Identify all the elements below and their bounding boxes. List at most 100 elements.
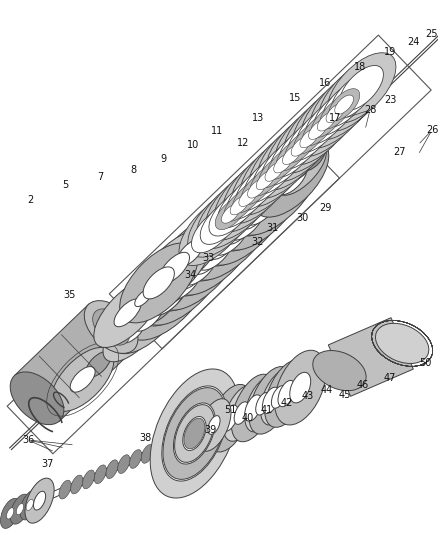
Ellipse shape [256,171,275,190]
Ellipse shape [134,289,151,306]
Ellipse shape [106,460,118,479]
Ellipse shape [33,491,46,510]
Ellipse shape [162,387,225,479]
Text: 18: 18 [353,62,365,72]
Text: 28: 28 [363,105,375,115]
Text: 29: 29 [318,203,330,213]
Ellipse shape [304,99,348,144]
Ellipse shape [208,416,219,434]
Ellipse shape [7,508,14,519]
Ellipse shape [187,208,258,281]
Text: 30: 30 [295,213,307,223]
Ellipse shape [16,504,24,515]
Ellipse shape [239,199,268,229]
Ellipse shape [159,252,189,284]
Ellipse shape [252,149,296,194]
Ellipse shape [207,384,251,452]
Ellipse shape [88,354,108,375]
Ellipse shape [284,131,315,163]
Ellipse shape [261,141,304,185]
Text: 25: 25 [425,29,437,39]
Text: 16: 16 [318,78,330,88]
Ellipse shape [182,416,205,450]
Ellipse shape [260,369,296,425]
Ellipse shape [231,145,299,215]
Ellipse shape [161,274,191,304]
Text: 10: 10 [187,140,199,150]
Ellipse shape [129,450,141,469]
Ellipse shape [217,183,261,228]
Ellipse shape [318,61,386,132]
Ellipse shape [181,248,217,285]
Ellipse shape [321,82,365,127]
Text: 33: 33 [201,253,214,263]
Ellipse shape [309,69,378,140]
Ellipse shape [157,223,241,310]
Ellipse shape [121,319,145,343]
Ellipse shape [267,147,298,179]
Ellipse shape [258,156,290,188]
Ellipse shape [26,499,33,511]
Ellipse shape [317,112,336,131]
Ellipse shape [311,106,342,138]
Ellipse shape [300,146,325,171]
Ellipse shape [141,445,153,463]
Ellipse shape [150,369,238,498]
Ellipse shape [293,122,324,154]
Text: 11: 11 [210,126,223,136]
Text: 9: 9 [159,154,166,164]
Ellipse shape [218,177,290,251]
Ellipse shape [230,196,248,215]
Polygon shape [94,341,122,369]
Ellipse shape [240,136,308,207]
Ellipse shape [287,116,330,160]
Text: 2: 2 [27,195,33,205]
Ellipse shape [92,309,129,345]
Ellipse shape [150,279,186,315]
Ellipse shape [276,139,307,171]
Ellipse shape [85,352,110,377]
Text: 23: 23 [383,95,395,105]
Ellipse shape [103,300,163,362]
Text: 8: 8 [130,165,136,175]
Ellipse shape [243,158,287,203]
Ellipse shape [142,285,179,324]
Ellipse shape [265,111,334,182]
Polygon shape [328,318,412,397]
Ellipse shape [299,128,318,148]
Ellipse shape [196,179,265,249]
Ellipse shape [231,374,275,442]
Text: 19: 19 [383,47,395,57]
Ellipse shape [274,350,325,425]
Ellipse shape [141,239,226,325]
Ellipse shape [223,214,253,244]
Ellipse shape [0,498,20,528]
Ellipse shape [339,66,382,110]
Ellipse shape [208,229,237,260]
Ellipse shape [374,324,428,364]
Polygon shape [153,287,178,312]
Text: 46: 46 [356,380,368,390]
Ellipse shape [269,133,313,177]
Ellipse shape [204,179,288,265]
Ellipse shape [215,198,246,230]
Ellipse shape [205,170,273,240]
Ellipse shape [192,245,222,274]
Ellipse shape [278,124,321,169]
Ellipse shape [140,253,212,326]
Ellipse shape [265,162,283,181]
Text: 32: 32 [251,237,264,247]
Text: 43: 43 [301,391,314,401]
Ellipse shape [306,152,318,165]
Text: 7: 7 [97,172,103,182]
Ellipse shape [235,149,319,235]
Ellipse shape [223,385,259,441]
Ellipse shape [238,187,257,206]
Ellipse shape [153,439,165,458]
Ellipse shape [162,386,226,481]
Ellipse shape [248,367,292,434]
Text: 42: 42 [280,398,293,408]
Text: 38: 38 [138,433,151,443]
Ellipse shape [308,120,327,140]
Ellipse shape [156,238,227,311]
